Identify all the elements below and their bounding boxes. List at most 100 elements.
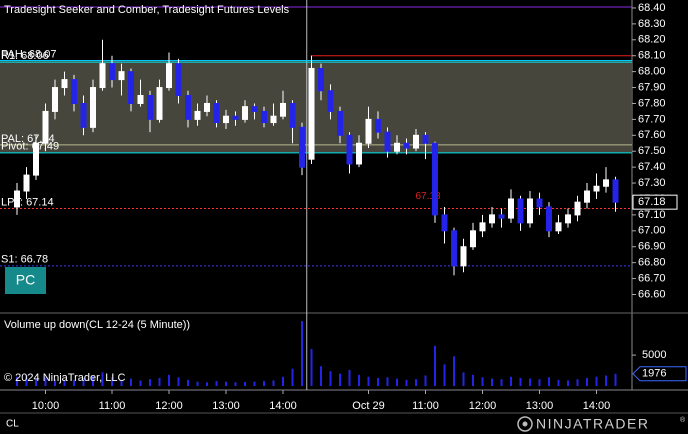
candle-body [223,115,229,124]
volume-bar [130,378,132,386]
candle-body [99,63,106,89]
volume-bar [605,375,607,386]
candle-body [23,174,30,192]
candle-body [204,102,210,112]
y-tick-label: 67.50 [638,145,666,157]
candle-body [289,102,296,128]
candle-body [394,142,400,152]
y-tick-label: 67.60 [638,129,666,141]
volume-bar [310,348,313,386]
volume-bar [73,379,75,386]
candle-body [536,198,543,208]
logo-text: NINJATRADER [536,416,649,432]
candle-body [384,131,391,152]
instrument: CL [6,419,19,430]
candle-body [603,179,609,187]
candle-body [242,106,248,120]
level-label: Pivot: 67.49 [1,141,59,153]
volume-bar [510,376,512,386]
volume-bar [139,380,142,386]
volume-bar [367,376,370,386]
volume-bar [500,379,503,386]
candle-body [555,222,562,232]
candle-body [109,63,115,81]
x-tick-label: 11:00 [412,400,439,412]
candle-body [441,214,448,232]
y-tick-label: 66.60 [638,288,666,300]
x-tick-label: 14:00 [269,400,297,412]
level-label: S1: 66.78 [1,254,48,266]
volume-bar [424,375,427,386]
candle-body [422,134,429,144]
y-tick-label: 67.40 [638,161,666,173]
y-tick-label: 67.00 [638,225,666,237]
volume-bar [529,378,531,386]
candle-body [213,102,220,124]
pc-button-label[interactable]: PC [16,272,35,288]
volume-bar [481,377,484,386]
candle-body [14,190,20,208]
logo-icon-dot [522,421,528,427]
chart-title: Tradesight Seeker and Comber, Tradesight… [4,4,290,16]
volume-bar [25,374,28,386]
candle-body [128,71,134,104]
volume-bar [491,378,493,386]
candle-body [194,110,201,120]
volume-bar [586,377,588,386]
volume-bar [215,381,218,386]
volume-bar [234,382,237,386]
level-label: R1: 68.06 [1,50,49,62]
volume-bar [158,377,161,386]
candle-body [584,190,590,203]
candle-body [118,71,125,81]
candle-body [508,198,514,219]
candle-body [175,63,182,97]
volume-bar [168,374,170,386]
candle-body [565,214,571,224]
copyright: © 2024 NinjaTrader, LLC [4,372,125,384]
volume-bar [54,379,56,386]
candle-body [270,115,277,124]
volume-bar [453,356,455,386]
level-label: LPT: 67.14 [1,196,54,208]
volume-bar [225,381,227,386]
candle-body [232,115,239,120]
volume-bar [177,377,180,386]
volume-bar [92,376,94,386]
y-tick-label: 68.20 [638,34,666,46]
volume-bar [348,369,351,386]
x-tick-label: 14:00 [583,400,611,412]
candle-body [61,79,68,89]
pc-button[interactable] [5,267,46,294]
candle-body [318,67,324,92]
y-tick-label: 67.70 [638,113,666,125]
volume-bar [462,372,465,386]
volume-bar [472,374,474,386]
volume-bar [282,376,284,386]
marker-label: 67.18 [416,191,441,202]
volume-bar [576,379,579,386]
volume-bar [415,379,417,386]
candle-body [612,179,619,203]
x-tick-label: 10:00 [32,400,60,412]
y-tick-label: 68.00 [638,66,666,78]
candle-body [527,198,533,224]
volume-bar [320,366,322,386]
volume-bar [35,378,37,386]
candle-body [137,95,144,104]
plot: 66.6066.7066.8066.9067.0067.1067.2067.30… [0,0,687,412]
candle-body [403,142,410,149]
candle-body [33,142,39,176]
volume-bar [557,379,560,386]
candle-body [432,142,438,216]
y-tick-label: 67.10 [638,209,666,221]
volume-bar [358,374,360,386]
volume-bar [206,382,208,386]
y2-tick-label: 5000 [642,349,666,361]
logo-icon [517,416,533,432]
y-tick-label: 66.90 [638,241,666,253]
volume-bar [63,380,66,386]
last-volume-label: 1976 [642,368,666,380]
candle-body [356,142,362,165]
